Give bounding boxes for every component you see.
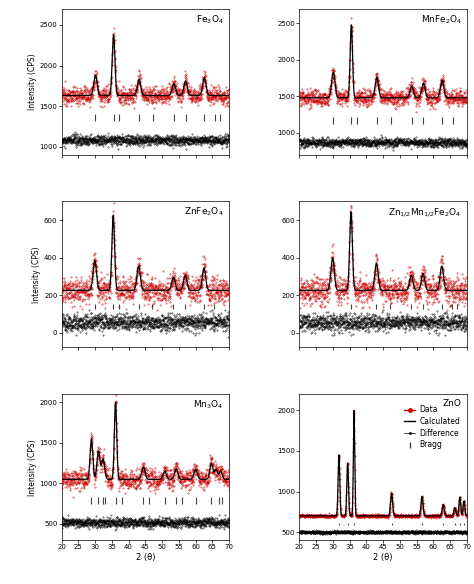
Text: ZnFe$_2$O$_4$: ZnFe$_2$O$_4$: [184, 206, 224, 218]
Text: Mn$_3$O$_4$: Mn$_3$O$_4$: [193, 399, 224, 411]
Y-axis label: Intensity (CPS): Intensity (CPS): [27, 54, 36, 110]
Text: MnFe$_2$O$_4$: MnFe$_2$O$_4$: [420, 13, 462, 26]
Y-axis label: Intensity (CPS): Intensity (CPS): [27, 439, 36, 495]
Text: Zn$_{1/2}$Mn$_{1/2}$Fe$_2$O$_4$: Zn$_{1/2}$Mn$_{1/2}$Fe$_2$O$_4$: [388, 206, 462, 218]
X-axis label: 2 (θ): 2 (θ): [374, 553, 393, 562]
Legend: Data, Calculated, Difference, Bragg: Data, Calculated, Difference, Bragg: [401, 402, 463, 453]
Y-axis label: Intensity (CPS): Intensity (CPS): [32, 246, 41, 303]
X-axis label: 2 (θ): 2 (θ): [136, 553, 155, 562]
Text: Fe$_3$O$_4$: Fe$_3$O$_4$: [196, 13, 224, 26]
Text: ZnO: ZnO: [443, 399, 462, 408]
